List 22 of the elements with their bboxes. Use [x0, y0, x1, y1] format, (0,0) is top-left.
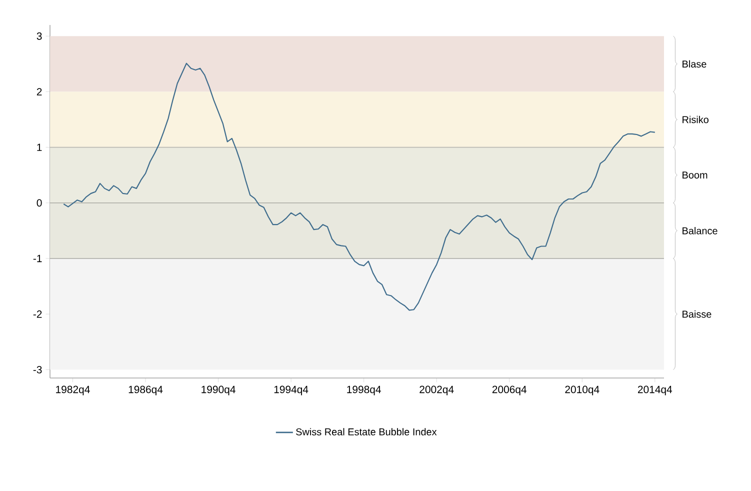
y-tick-label: -2 [33, 310, 42, 318]
x-tick-label: 2010q4 [565, 386, 600, 396]
x-tick-label: 1994q4 [274, 386, 308, 396]
x-tick-label: 2006q4 [492, 386, 526, 396]
x-tick-label: 1986q4 [128, 386, 163, 396]
y-tick-label: 3 [36, 32, 42, 40]
x-tick-label: 1990q4 [202, 386, 236, 396]
band-label: Boom [682, 172, 708, 179]
x-tick-label: 1982q4 [56, 386, 90, 396]
y-tick-label: 1 [37, 144, 42, 151]
y-tick-label: -3 [33, 366, 42, 374]
band-label: Baisse [682, 310, 712, 318]
band-label: Risiko [682, 116, 708, 124]
y-tick-label: 2 [36, 88, 42, 96]
y-tick-label: -1 [33, 254, 42, 262]
legend-label: Swiss Real Estate Bubble Index [296, 428, 437, 436]
x-tick-label: 1998q4 [347, 386, 381, 396]
band-label: Blase [682, 60, 706, 68]
band-label: Balance [682, 227, 718, 234]
x-tick-label: 2002q4 [420, 386, 454, 396]
y-tick-label: 0 [36, 199, 42, 207]
x-tick-label: 2014q4 [638, 386, 672, 396]
